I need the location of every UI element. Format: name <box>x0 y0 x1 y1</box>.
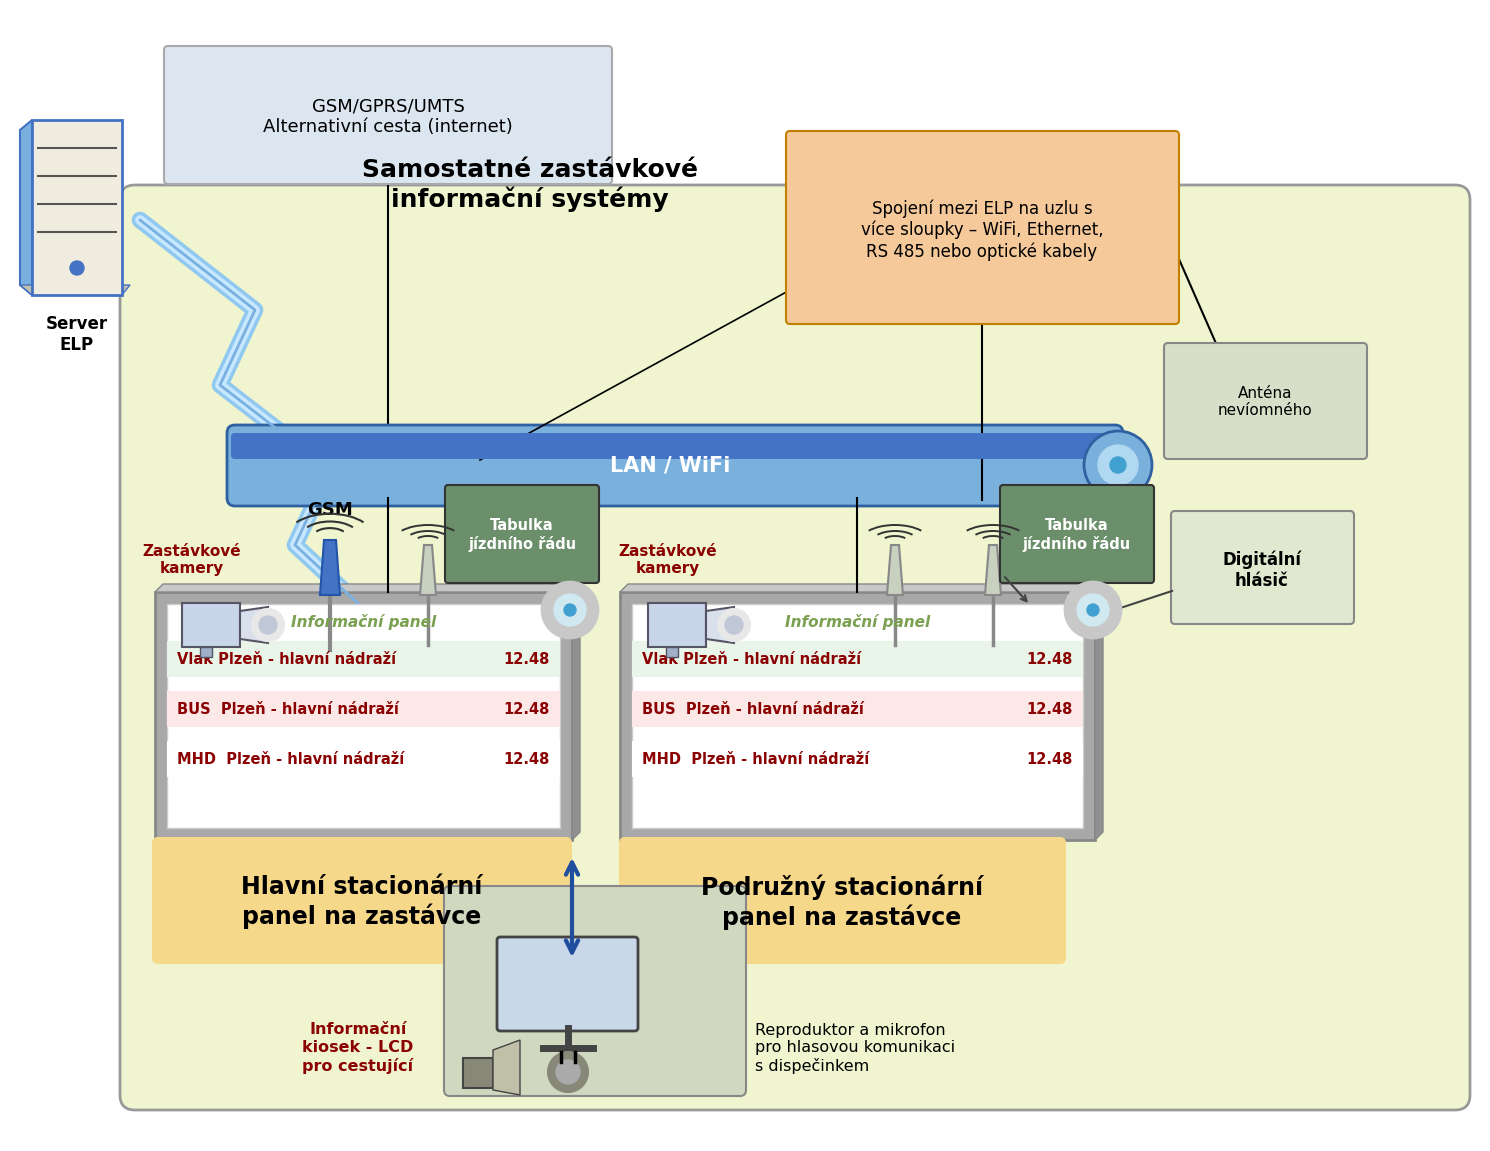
Text: BUS  Plzeň - hlavní nádraží: BUS Plzeň - hlavní nádraží <box>177 702 399 717</box>
Text: Spojení mezi ELP na uzlu s
více sloupky – WiFi, Ethernet,
RS 485 nebo optické ka: Spojení mezi ELP na uzlu s více sloupky … <box>861 199 1103 260</box>
Polygon shape <box>200 647 212 657</box>
Circle shape <box>259 616 277 634</box>
Circle shape <box>726 616 744 634</box>
Polygon shape <box>648 603 706 647</box>
Circle shape <box>1077 594 1109 626</box>
Polygon shape <box>493 1041 520 1095</box>
Text: Samostatné zastávkové
informační systémy: Samostatné zastávkové informační systémy <box>362 158 697 212</box>
FancyBboxPatch shape <box>231 433 1119 459</box>
Circle shape <box>1088 604 1100 616</box>
Polygon shape <box>420 546 437 595</box>
Text: Vlak Plzeň - hlavní nádraží: Vlak Plzeň - hlavní nádraží <box>177 653 396 668</box>
Text: Reproduktor a mikrofon
pro hlasovou komunikaci
s dispečinkem: Reproduktor a mikrofon pro hlasovou komu… <box>755 1022 955 1074</box>
Circle shape <box>1098 445 1138 485</box>
Text: Server
ELP: Server ELP <box>46 315 109 353</box>
Text: Zastávkové
kamery: Zastávkové kamery <box>143 543 241 577</box>
Polygon shape <box>19 285 130 295</box>
Polygon shape <box>463 1058 493 1088</box>
FancyBboxPatch shape <box>632 641 1083 677</box>
Circle shape <box>718 609 749 641</box>
Polygon shape <box>167 604 560 828</box>
FancyBboxPatch shape <box>1164 343 1366 459</box>
Text: Digitální
hlásič: Digitální hlásič <box>1222 550 1301 589</box>
Text: 12.48: 12.48 <box>1027 753 1073 768</box>
Polygon shape <box>31 120 122 295</box>
Polygon shape <box>182 603 240 647</box>
Text: Informační panel: Informační panel <box>291 613 437 630</box>
Text: 12.48: 12.48 <box>504 702 550 717</box>
Polygon shape <box>887 546 903 595</box>
Polygon shape <box>985 546 1001 595</box>
FancyBboxPatch shape <box>167 741 560 777</box>
FancyBboxPatch shape <box>787 131 1179 323</box>
Text: 12.48: 12.48 <box>504 653 550 668</box>
Text: 12.48: 12.48 <box>1027 702 1073 717</box>
FancyBboxPatch shape <box>167 691 560 727</box>
Text: 12.48: 12.48 <box>1027 653 1073 668</box>
Text: Podružný stacionární
panel na zastávce: Podružný stacionární panel na zastávce <box>700 875 983 930</box>
Text: Vlak Plzeň - hlavní nádraží: Vlak Plzeň - hlavní nádraží <box>642 653 861 668</box>
Circle shape <box>565 604 577 616</box>
FancyBboxPatch shape <box>1171 511 1354 624</box>
Polygon shape <box>632 604 1083 828</box>
Text: Informační panel: Informační panel <box>785 613 930 630</box>
Circle shape <box>556 1060 580 1084</box>
Polygon shape <box>620 592 1095 840</box>
Circle shape <box>542 582 597 638</box>
Text: Informační
kiosek - LCD
pro cestující: Informační kiosek - LCD pro cestující <box>302 1022 414 1074</box>
Circle shape <box>1110 457 1126 473</box>
Text: MHD  Plzeň - hlavní nádraží: MHD Plzeň - hlavní nádraží <box>177 753 404 768</box>
FancyBboxPatch shape <box>152 837 572 965</box>
Circle shape <box>252 609 285 641</box>
Text: Hlavní stacionární
panel na zastávce: Hlavní stacionární panel na zastávce <box>241 875 483 929</box>
Text: Anténa
nevíomného: Anténa nevíomného <box>1217 386 1313 418</box>
Polygon shape <box>706 607 735 643</box>
Polygon shape <box>155 592 572 840</box>
Circle shape <box>1085 430 1152 500</box>
FancyBboxPatch shape <box>1000 485 1153 584</box>
Text: LAN / WiFi: LAN / WiFi <box>609 455 730 475</box>
Polygon shape <box>155 584 580 592</box>
Text: MHD  Plzeň - hlavní nádraží: MHD Plzeň - hlavní nádraží <box>642 753 869 768</box>
Text: BUS  Plzeň - hlavní nádraží: BUS Plzeň - hlavní nádraží <box>642 702 864 717</box>
FancyBboxPatch shape <box>632 741 1083 777</box>
Polygon shape <box>19 120 31 295</box>
Text: Tabulka
jízdního řádu: Tabulka jízdního řádu <box>1024 518 1131 551</box>
Circle shape <box>1065 582 1120 638</box>
FancyBboxPatch shape <box>498 937 638 1031</box>
Text: GSM/GPRS/UMTS
Alternativní cesta (internet): GSM/GPRS/UMTS Alternativní cesta (intern… <box>264 98 513 137</box>
Circle shape <box>548 1052 589 1092</box>
Polygon shape <box>666 647 678 657</box>
FancyBboxPatch shape <box>632 691 1083 727</box>
FancyBboxPatch shape <box>618 837 1065 965</box>
FancyBboxPatch shape <box>167 641 560 677</box>
Polygon shape <box>240 607 268 643</box>
Text: Tabulka
jízdního řádu: Tabulka jízdního řádu <box>468 518 577 551</box>
FancyBboxPatch shape <box>121 185 1471 1110</box>
FancyBboxPatch shape <box>446 485 599 584</box>
FancyBboxPatch shape <box>226 425 1123 506</box>
Circle shape <box>70 261 83 275</box>
Text: 12.48: 12.48 <box>504 753 550 768</box>
Polygon shape <box>572 584 580 840</box>
FancyBboxPatch shape <box>164 46 612 184</box>
FancyBboxPatch shape <box>444 886 746 1096</box>
Text: Zastávkové
kamery: Zastávkové kamery <box>618 543 717 577</box>
Polygon shape <box>1095 584 1103 840</box>
Polygon shape <box>320 540 340 595</box>
Circle shape <box>554 594 586 626</box>
Text: GSM: GSM <box>307 501 353 519</box>
Polygon shape <box>620 584 1103 592</box>
